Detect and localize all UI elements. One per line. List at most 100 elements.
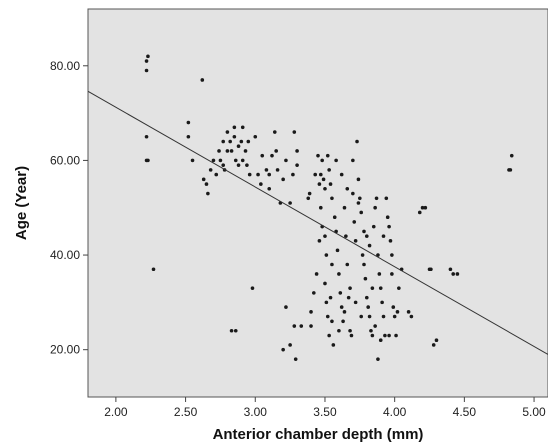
y-axis-title: Age (Year) (13, 166, 30, 240)
data-point (260, 153, 265, 158)
data-point (331, 343, 336, 347)
data-points (144, 54, 514, 361)
data-point (214, 172, 219, 177)
data-point (384, 196, 389, 201)
data-point (267, 172, 272, 177)
data-point (323, 187, 327, 191)
data-point (344, 234, 348, 238)
data-point (367, 243, 372, 248)
data-point (383, 333, 387, 338)
data-point (217, 149, 221, 153)
x-tick-label: 2.50 (174, 405, 198, 419)
data-point (291, 172, 295, 177)
data-point (323, 281, 327, 286)
data-point (508, 168, 513, 172)
x-tick-label: 3.00 (244, 405, 268, 419)
data-point (312, 291, 316, 295)
data-point (370, 333, 375, 338)
data-point (313, 172, 318, 177)
data-point (233, 328, 238, 333)
data-point (341, 319, 345, 324)
data-point (232, 134, 237, 139)
data-point (201, 177, 206, 182)
data-point (228, 139, 232, 144)
data-point (218, 158, 223, 163)
y-tick-label: 80.00 (50, 59, 80, 73)
data-point (306, 196, 311, 201)
data-point (417, 210, 422, 215)
data-point (320, 158, 324, 163)
y-tick-label: 20.00 (50, 343, 80, 357)
data-point (451, 272, 456, 276)
data-point (390, 272, 394, 276)
data-point (346, 295, 351, 300)
data-point (206, 191, 210, 196)
x-tick-label: 4.50 (453, 405, 477, 419)
data-point (362, 229, 366, 234)
data-point (448, 267, 453, 272)
y-tick-label: 60.00 (50, 153, 80, 167)
data-point (299, 324, 304, 328)
data-point (324, 253, 329, 257)
data-point (281, 347, 285, 352)
data-point (364, 295, 369, 300)
data-point (327, 333, 331, 338)
data-point (253, 134, 258, 139)
data-point (342, 205, 347, 210)
data-point (509, 153, 514, 158)
data-point (293, 357, 298, 361)
data-point (371, 224, 376, 229)
data-point (356, 177, 361, 182)
data-point (295, 149, 299, 153)
data-point (328, 295, 333, 300)
x-tick-label: 3.50 (313, 405, 337, 419)
data-point (420, 205, 425, 210)
data-point (338, 291, 343, 295)
data-point (330, 196, 334, 201)
data-point (225, 130, 230, 134)
data-point (409, 314, 414, 319)
x-axis-title: Anterior chamber depth (mm) (213, 426, 424, 443)
data-point (390, 253, 394, 257)
data-point (200, 78, 205, 82)
data-point (256, 172, 260, 177)
data-point (360, 253, 365, 257)
data-point (328, 182, 333, 186)
data-point (270, 153, 274, 158)
data-point (330, 262, 334, 267)
data-point (339, 305, 344, 309)
x-axis: 2.00 2.50 3.00 3.50 4.00 4.50 5.00 (104, 397, 546, 419)
data-point (366, 305, 370, 309)
x-tick-label: 2.00 (104, 405, 128, 419)
data-point (264, 168, 269, 172)
data-point (186, 134, 191, 139)
y-axis: 20.00 40.00 60.00 80.00 (50, 59, 88, 357)
data-point (146, 158, 150, 163)
data-point (309, 324, 313, 328)
data-point (292, 324, 297, 328)
data-point (339, 172, 344, 177)
data-point (321, 177, 326, 182)
data-point (353, 300, 358, 305)
data-point (250, 286, 255, 290)
data-point (380, 300, 384, 305)
data-point (318, 172, 323, 177)
data-point (395, 310, 400, 314)
data-point (240, 158, 245, 163)
data-point (381, 314, 386, 319)
data-point (232, 125, 237, 130)
data-point (309, 310, 313, 314)
data-point (429, 267, 433, 272)
data-point (342, 310, 347, 314)
data-point (151, 267, 156, 272)
x-tick-label: 5.00 (522, 405, 546, 419)
data-point (378, 338, 383, 343)
data-point (324, 300, 329, 305)
data-point (394, 333, 398, 338)
data-point (406, 310, 411, 314)
data-point (348, 328, 352, 333)
data-point (359, 210, 364, 215)
data-point (275, 168, 280, 172)
data-point (332, 215, 337, 219)
